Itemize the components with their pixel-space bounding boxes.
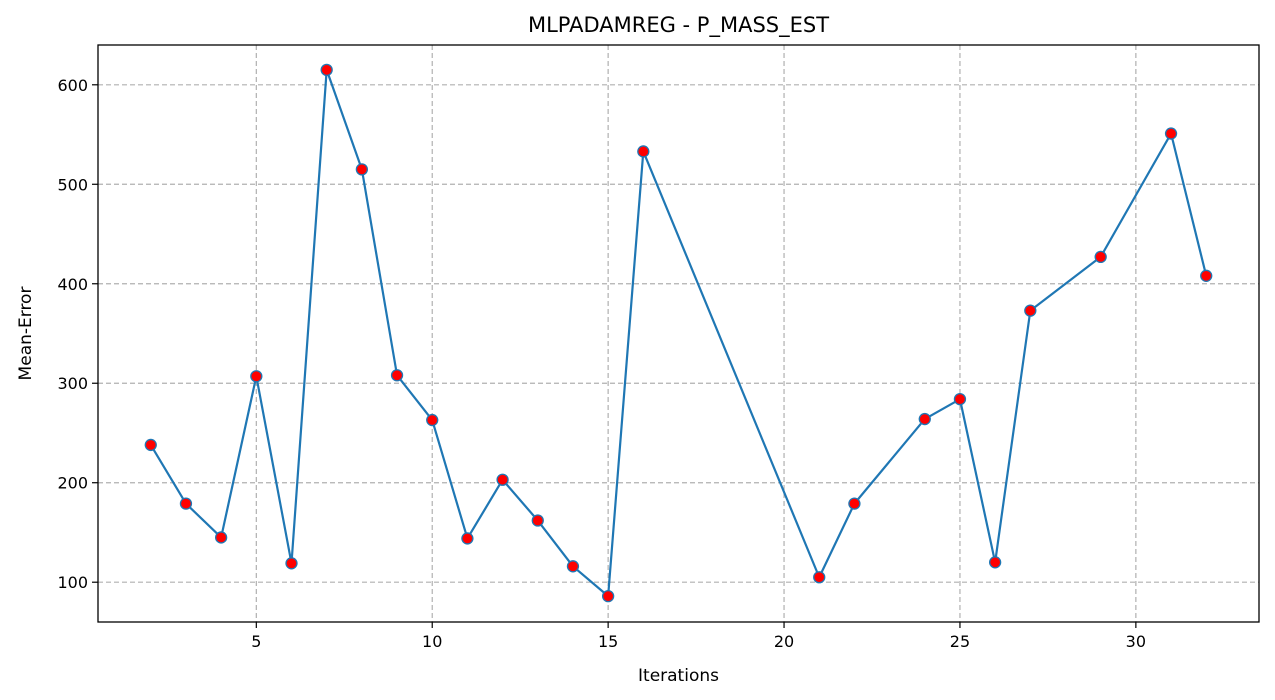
data-point — [461, 532, 474, 545]
y-tick-label: 600 — [57, 76, 88, 95]
data-point — [601, 589, 615, 603]
y-axis-label: Mean-Error — [16, 287, 36, 381]
data-point — [531, 514, 544, 527]
data-point — [1200, 269, 1213, 282]
data-point — [144, 438, 157, 452]
x-tick-label: 15 — [598, 632, 618, 651]
data-point — [496, 473, 509, 486]
y-tick-label: 500 — [57, 175, 88, 194]
x-tick-label: 20 — [774, 632, 794, 651]
x-tick-label: 5 — [251, 632, 261, 651]
data-point — [214, 531, 228, 544]
data-point — [1164, 127, 1178, 140]
y-tick-label: 400 — [57, 275, 88, 294]
plot-frame — [97, 44, 1260, 623]
data-point — [988, 556, 1002, 569]
y-tick-label: 200 — [57, 474, 88, 493]
data-point — [250, 370, 263, 383]
x-tick-label: 10 — [422, 632, 442, 651]
data-point — [953, 393, 967, 406]
grid — [98, 45, 1259, 622]
data-point — [637, 145, 650, 158]
y-tick-label: 100 — [57, 573, 88, 592]
y-axis: 100 200 300 400 500 600 — [57, 76, 98, 592]
chart-title: MLPADAMREG - P_MASS_EST — [528, 13, 829, 38]
x-axis-label: Iterations — [638, 666, 719, 686]
x-tick-label: 25 — [950, 632, 970, 651]
data-point — [813, 571, 826, 584]
data-point — [848, 497, 861, 510]
data-point — [1094, 250, 1107, 264]
data-point — [918, 412, 931, 426]
series — [144, 63, 1213, 603]
data-point — [426, 413, 439, 427]
x-tick-label: 30 — [1126, 632, 1146, 651]
data-point — [179, 497, 193, 510]
series-line — [149, 68, 1208, 598]
data-point — [355, 163, 369, 176]
data-point — [320, 63, 333, 77]
y-tick-label: 300 — [57, 374, 88, 393]
data-point — [566, 560, 580, 573]
data-point — [390, 369, 404, 382]
data-point — [285, 557, 298, 570]
data-point — [1024, 304, 1037, 317]
x-axis: 5 10 15 20 25 30 — [251, 622, 1146, 651]
